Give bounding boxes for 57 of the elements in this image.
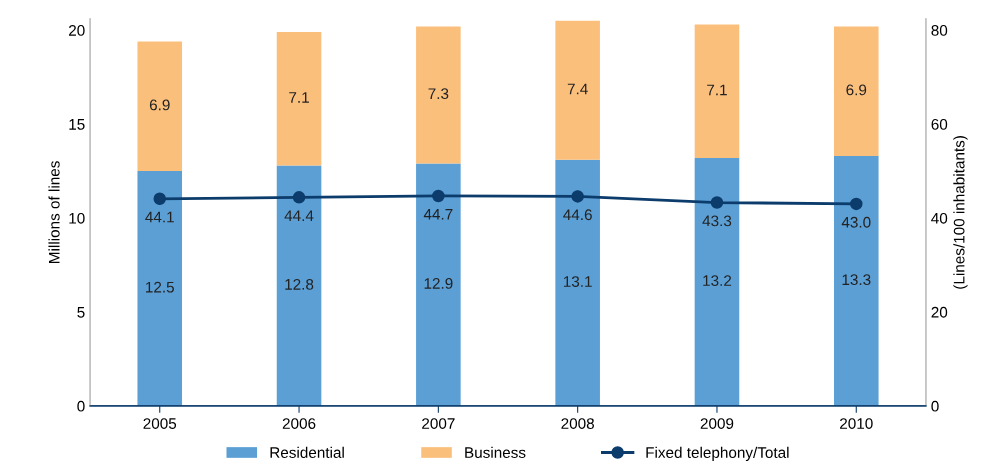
x-tick-label: 2008 <box>561 418 594 429</box>
y2-tick-label: 20 <box>931 306 948 318</box>
bar <box>416 26 461 164</box>
legend-label: Business <box>465 446 526 458</box>
data-label: 12.8 <box>285 278 314 290</box>
data-label: 12.5 <box>146 281 174 293</box>
data-label: 13.1 <box>563 276 592 287</box>
y2-tick-label: 40 <box>931 212 948 224</box>
legend-label: Residential <box>270 446 344 458</box>
legend-label: Fixed telephony/Total <box>646 446 789 461</box>
point <box>292 191 306 204</box>
bar <box>555 159 600 406</box>
data-label: 44.4 <box>284 210 314 221</box>
bar <box>137 41 183 172</box>
data-label: 7.1 <box>289 92 309 103</box>
data-label: 7.3 <box>428 88 449 100</box>
y-tick-label: 5 <box>77 307 85 318</box>
bar <box>555 20 600 160</box>
point <box>153 192 166 206</box>
data-label: 7.1 <box>707 84 727 96</box>
data-label: 44.1 <box>145 211 174 223</box>
data-label: 6.9 <box>149 99 170 111</box>
y-tick-label: 0 <box>77 400 85 412</box>
point <box>710 196 724 209</box>
x-tick-label: 2010 <box>840 418 873 429</box>
data-label: 13.3 <box>842 274 871 286</box>
data-label: 12.9 <box>424 278 453 289</box>
data-label: 7.4 <box>567 83 588 95</box>
y-tick-label: 15 <box>69 119 85 130</box>
y2-tick-label: 0 <box>931 400 939 412</box>
data-label: 6.9 <box>846 84 867 96</box>
bar <box>694 157 740 406</box>
x-tick-label: 2006 <box>282 418 316 429</box>
point <box>571 190 584 203</box>
bar <box>276 32 322 166</box>
x-tick-label: 2009 <box>700 418 734 429</box>
data-label: 13.2 <box>703 275 732 287</box>
y2-axis-title: (Lines/100 inhabitants) <box>953 136 968 289</box>
y2-tick-label: 80 <box>931 25 948 36</box>
data-label: 43.3 <box>702 215 732 227</box>
bar <box>833 156 879 406</box>
point <box>850 197 863 211</box>
data-label: 44.7 <box>423 209 453 220</box>
bar <box>416 163 461 406</box>
y-tick-label: 10 <box>69 212 85 224</box>
point <box>432 189 445 203</box>
x-tick-label: 2007 <box>422 418 455 429</box>
data-label: 44.6 <box>563 209 592 221</box>
data-label: 43.0 <box>841 216 871 228</box>
y-axis-title: Millions of lines <box>48 161 60 263</box>
x-tick-label: 2005 <box>143 418 177 429</box>
bar <box>694 24 740 158</box>
y-tick-label: 20 <box>69 25 85 36</box>
bar <box>137 171 183 406</box>
y2-tick-label: 60 <box>931 118 948 130</box>
bar <box>833 26 879 157</box>
bar <box>276 165 322 406</box>
